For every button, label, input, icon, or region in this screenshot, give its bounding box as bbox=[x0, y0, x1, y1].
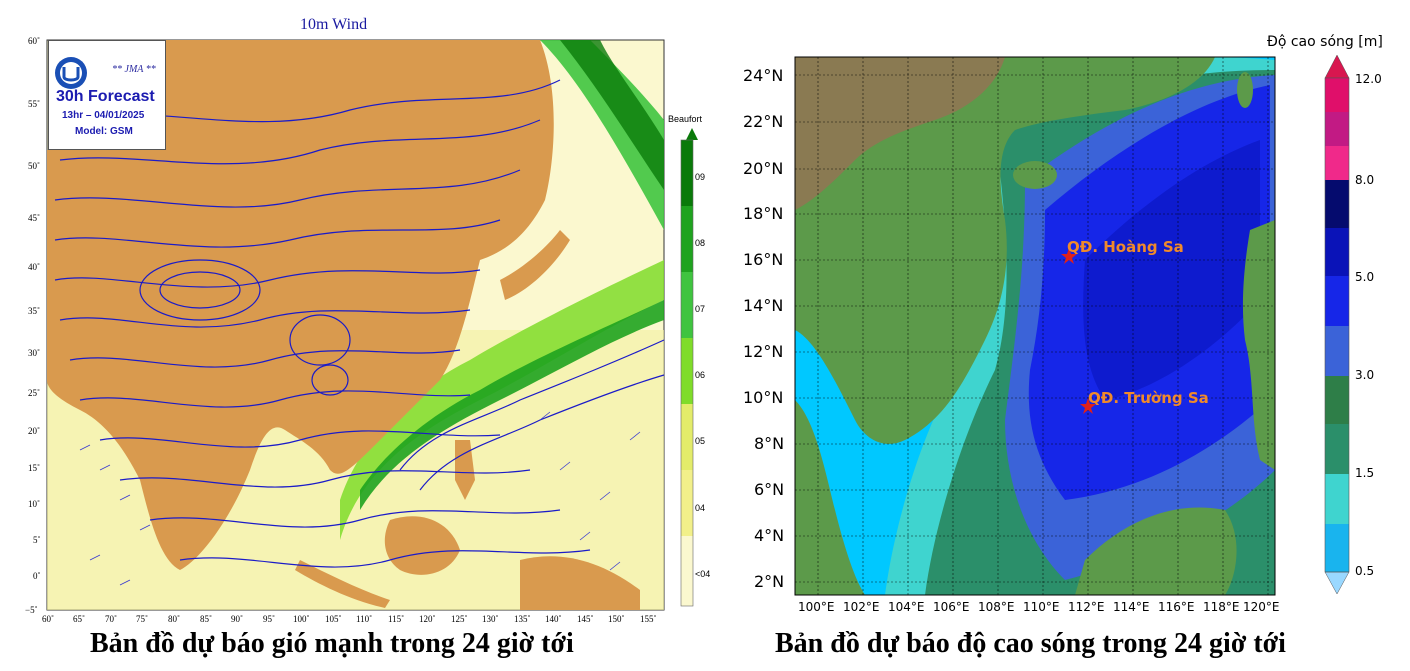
lon-tick: 80˚ bbox=[168, 614, 180, 624]
beaufort-label: 05 bbox=[695, 436, 706, 446]
wind-map-title: 10m Wind bbox=[300, 16, 368, 33]
wave-map-caption: Bản đồ dự báo độ cao sóng trong 24 giờ t… bbox=[775, 628, 1286, 659]
lon-tick: 155˚ bbox=[640, 614, 657, 624]
colorbar-label: 12.0 bbox=[1355, 72, 1382, 86]
colorbar-title: Độ cao sóng [m] bbox=[1267, 34, 1383, 50]
colorbar-label: 3.0 bbox=[1355, 368, 1375, 382]
colorbar-label: 8.0 bbox=[1355, 173, 1375, 187]
lat-tick: 4°N bbox=[754, 526, 785, 545]
hoang-sa-marker-icon bbox=[1061, 248, 1077, 264]
forecast-info-box bbox=[48, 40, 166, 150]
colorbar-label: 0.5 bbox=[1355, 564, 1375, 578]
lat-tick: 25˚ bbox=[28, 388, 40, 398]
lon-tick: 100˚ bbox=[293, 614, 310, 624]
lon-tick: 70˚ bbox=[105, 614, 117, 624]
beaufort-label: 08 bbox=[695, 238, 706, 248]
forecast-model: Model: GSM bbox=[75, 126, 133, 137]
beaufort-label: <04 bbox=[695, 569, 711, 579]
lon-tick: 130˚ bbox=[482, 614, 499, 624]
lon-tick: 140˚ bbox=[545, 614, 562, 624]
lon-tick: 150˚ bbox=[608, 614, 625, 624]
lat-tick: 20°N bbox=[743, 159, 784, 178]
truong-sa-marker-icon bbox=[1080, 398, 1096, 414]
lat-tick: 14°N bbox=[743, 296, 784, 315]
lat-tick: 45˚ bbox=[28, 213, 40, 223]
lat-tick: 22°N bbox=[743, 112, 784, 131]
hoang-sa-label: QĐ. Hoàng Sa bbox=[1067, 238, 1184, 256]
lat-tick: 55˚ bbox=[28, 99, 40, 109]
lon-tick: 112°E bbox=[1068, 600, 1105, 614]
wind-map bbox=[46, 39, 698, 611]
lat-tick: 20˚ bbox=[28, 426, 40, 436]
lat-tick: 10°N bbox=[743, 388, 784, 407]
lon-tick: 75˚ bbox=[136, 614, 148, 624]
lon-tick: 120˚ bbox=[419, 614, 436, 624]
lon-tick: 105˚ bbox=[325, 614, 342, 624]
lat-tick: 24°N bbox=[743, 66, 784, 85]
lon-tick: 135˚ bbox=[514, 614, 531, 624]
colorbar-label: 5.0 bbox=[1355, 270, 1375, 284]
jma-logo-icon bbox=[55, 57, 87, 89]
wave-height-map bbox=[794, 54, 1350, 596]
lon-tick: 85˚ bbox=[200, 614, 212, 624]
forecast-title: 30h Forecast bbox=[56, 88, 155, 105]
lon-tick: 116°E bbox=[1158, 600, 1195, 614]
lon-tick: 145˚ bbox=[577, 614, 594, 624]
beaufort-label: 07 bbox=[695, 304, 706, 314]
wind-forecast-panel: 10m Wind bbox=[25, 16, 710, 659]
beaufort-label: 06 bbox=[695, 370, 706, 380]
forecast-time: 13hr – 04/01/2025 bbox=[62, 110, 145, 121]
lat-tick: 50˚ bbox=[28, 161, 40, 171]
lat-tick: 10˚ bbox=[28, 499, 40, 509]
colorbar-label: 1.5 bbox=[1355, 466, 1375, 480]
lon-tick: 125˚ bbox=[451, 614, 468, 624]
lon-tick: 102°E bbox=[843, 600, 880, 614]
lon-tick: 114°E bbox=[1113, 600, 1150, 614]
lat-tick: 15˚ bbox=[28, 463, 40, 473]
lon-tick: 60˚ bbox=[42, 614, 54, 624]
lon-tick: 90˚ bbox=[231, 614, 243, 624]
lat-tick: 18°N bbox=[743, 204, 784, 223]
lat-tick: 8°N bbox=[754, 434, 785, 453]
lon-tick: 118°E bbox=[1203, 600, 1240, 614]
lat-tick: 35˚ bbox=[28, 306, 40, 316]
lon-tick: 95˚ bbox=[263, 614, 275, 624]
lat-tick: 30˚ bbox=[28, 348, 40, 358]
lat-tick: 6°N bbox=[754, 480, 785, 499]
lat-tick: 60˚ bbox=[28, 36, 40, 46]
truong-sa-label: QĐ. Trường Sa bbox=[1088, 389, 1209, 407]
lat-tick: 2°N bbox=[754, 572, 785, 591]
lon-tick: 108°E bbox=[978, 600, 1015, 614]
lon-tick: 100°E bbox=[798, 600, 835, 614]
lat-tick: −5˚ bbox=[25, 605, 38, 615]
beaufort-label: 04 bbox=[695, 503, 706, 513]
lon-tick: 106°E bbox=[933, 600, 970, 614]
lat-tick: 5˚ bbox=[33, 535, 41, 545]
lat-tick: 16°N bbox=[743, 250, 784, 269]
beaufort-title: Beaufort bbox=[668, 114, 703, 124]
wave-forecast-panel: 24°N 22°N 20°N 18°N 16°N 14°N 12°N 10°N … bbox=[705, 0, 1410, 671]
lon-tick: 110˚ bbox=[356, 614, 373, 624]
lon-tick: 104°E bbox=[888, 600, 925, 614]
lat-tick: 0˚ bbox=[33, 571, 41, 581]
lon-tick: 120°E bbox=[1243, 600, 1280, 614]
wind-map-caption: Bản đồ dự báo gió mạnh trong 24 giờ tới bbox=[90, 628, 574, 659]
jma-label: ** JMA ** bbox=[112, 64, 156, 75]
lat-tick: 40˚ bbox=[28, 262, 40, 272]
lon-tick: 110°E bbox=[1023, 600, 1060, 614]
lon-tick: 115˚ bbox=[388, 614, 405, 624]
lat-tick: 12°N bbox=[743, 342, 784, 361]
beaufort-label: 09 bbox=[695, 172, 706, 182]
lon-tick: 65˚ bbox=[73, 614, 85, 624]
